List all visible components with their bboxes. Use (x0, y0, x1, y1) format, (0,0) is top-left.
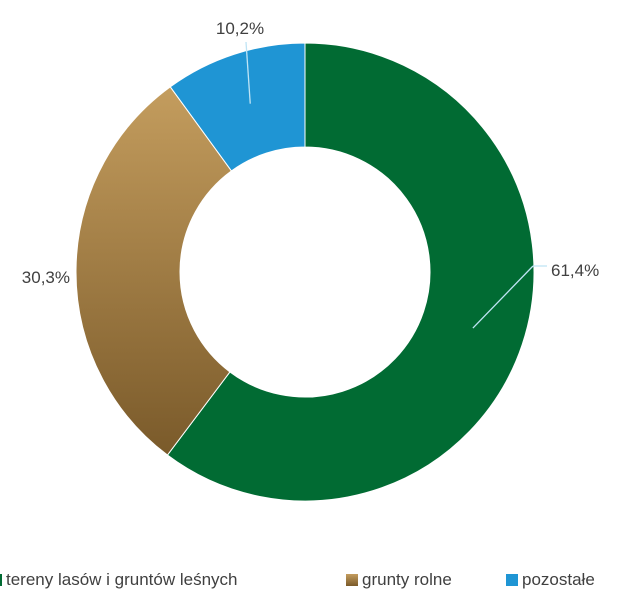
legend-label-rolne: grunty rolne (362, 570, 452, 589)
leader-line-lasy (472, 265, 534, 329)
leader-line-pozostale (245, 41, 251, 104)
data-label-pozostale: 10,2% (216, 19, 264, 38)
slice-rolne (75, 86, 233, 456)
data-label-lasy: 61,4% (551, 261, 599, 280)
legend-label-pozostale: pozostałe (522, 570, 595, 589)
legend-label-lasy: tereny lasów i gruntów leśnych (6, 570, 238, 589)
slice-pozostale (169, 42, 306, 172)
slices-group (75, 42, 535, 502)
legend: tereny lasów i gruntów leśnych grunty ro… (0, 570, 635, 601)
data-label-rolne: 30,3% (22, 268, 70, 287)
legend-item-pozostale: pozostałe (506, 570, 595, 590)
legend-swatch-pozostale (506, 574, 518, 586)
slice-lasy (166, 42, 535, 502)
leader-lines-group (245, 41, 547, 329)
legend-item-lasy: tereny lasów i gruntów leśnych (0, 570, 238, 590)
data-labels-group: 61,4% 30,3% 10,2% (22, 19, 599, 287)
legend-item-rolne: grunty rolne (346, 570, 452, 590)
legend-swatch-rolne (346, 574, 358, 586)
legend-swatch-lasy (0, 574, 2, 586)
